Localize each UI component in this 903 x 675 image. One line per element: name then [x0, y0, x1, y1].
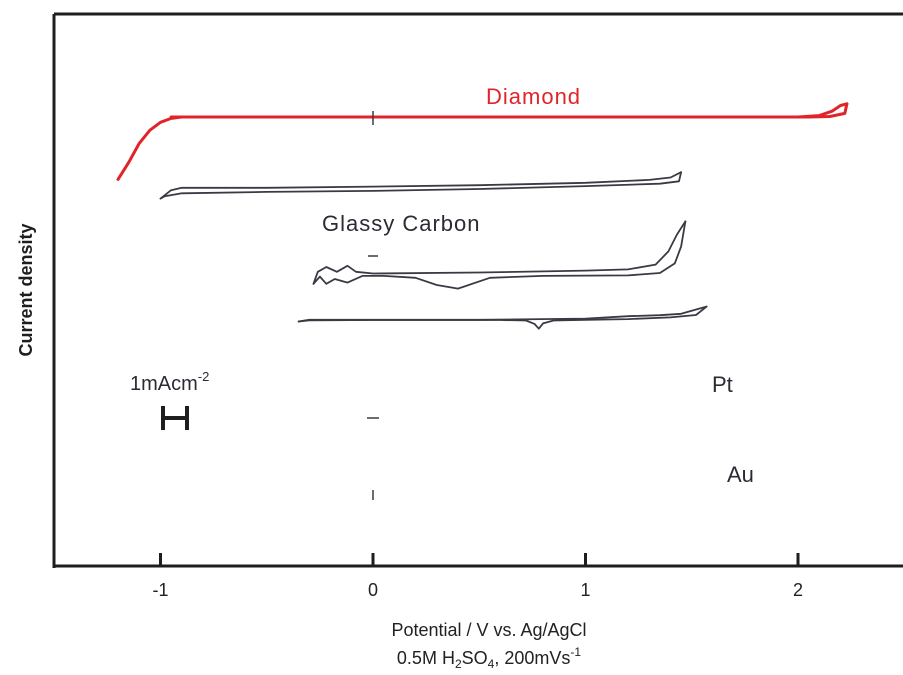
x-tick-label-1: 0 — [368, 580, 378, 600]
series-diamond-reverse-line — [169, 102, 849, 119]
x-tick-label-3: 2 — [793, 580, 803, 600]
scale-bar-label: 1mAcm-2 — [130, 369, 209, 395]
series-label-au: Au — [727, 462, 754, 487]
x-tick-label-0: -1 — [152, 580, 168, 600]
x-axis-label: Potential / V vs. Ag/AgCl — [391, 620, 586, 640]
x-axis-label-conditions: 0.5M H2SO4, 200mVs-1 — [397, 645, 581, 671]
series-glassy-carbon-reverse-line — [159, 171, 682, 200]
x-tick-label-2: 1 — [580, 580, 590, 600]
series-pt-forward-line — [312, 220, 687, 285]
series-label-diamond: Diamond — [486, 84, 581, 109]
x-ticks: -1 0 1 2 — [152, 553, 803, 600]
series-au-reverse-line — [297, 305, 708, 330]
series-glassy-carbon-forward-line — [159, 171, 682, 200]
scale-bar — [161, 406, 189, 430]
curves — [116, 102, 849, 330]
series-pt-reverse-line — [312, 220, 687, 290]
series-label-pt: Pt — [712, 372, 733, 397]
series-label-glassy-carbon: Glassy Carbon — [322, 211, 481, 236]
y-axis-label: Current density — [16, 223, 36, 356]
series-diamond-forward-line — [116, 102, 849, 181]
